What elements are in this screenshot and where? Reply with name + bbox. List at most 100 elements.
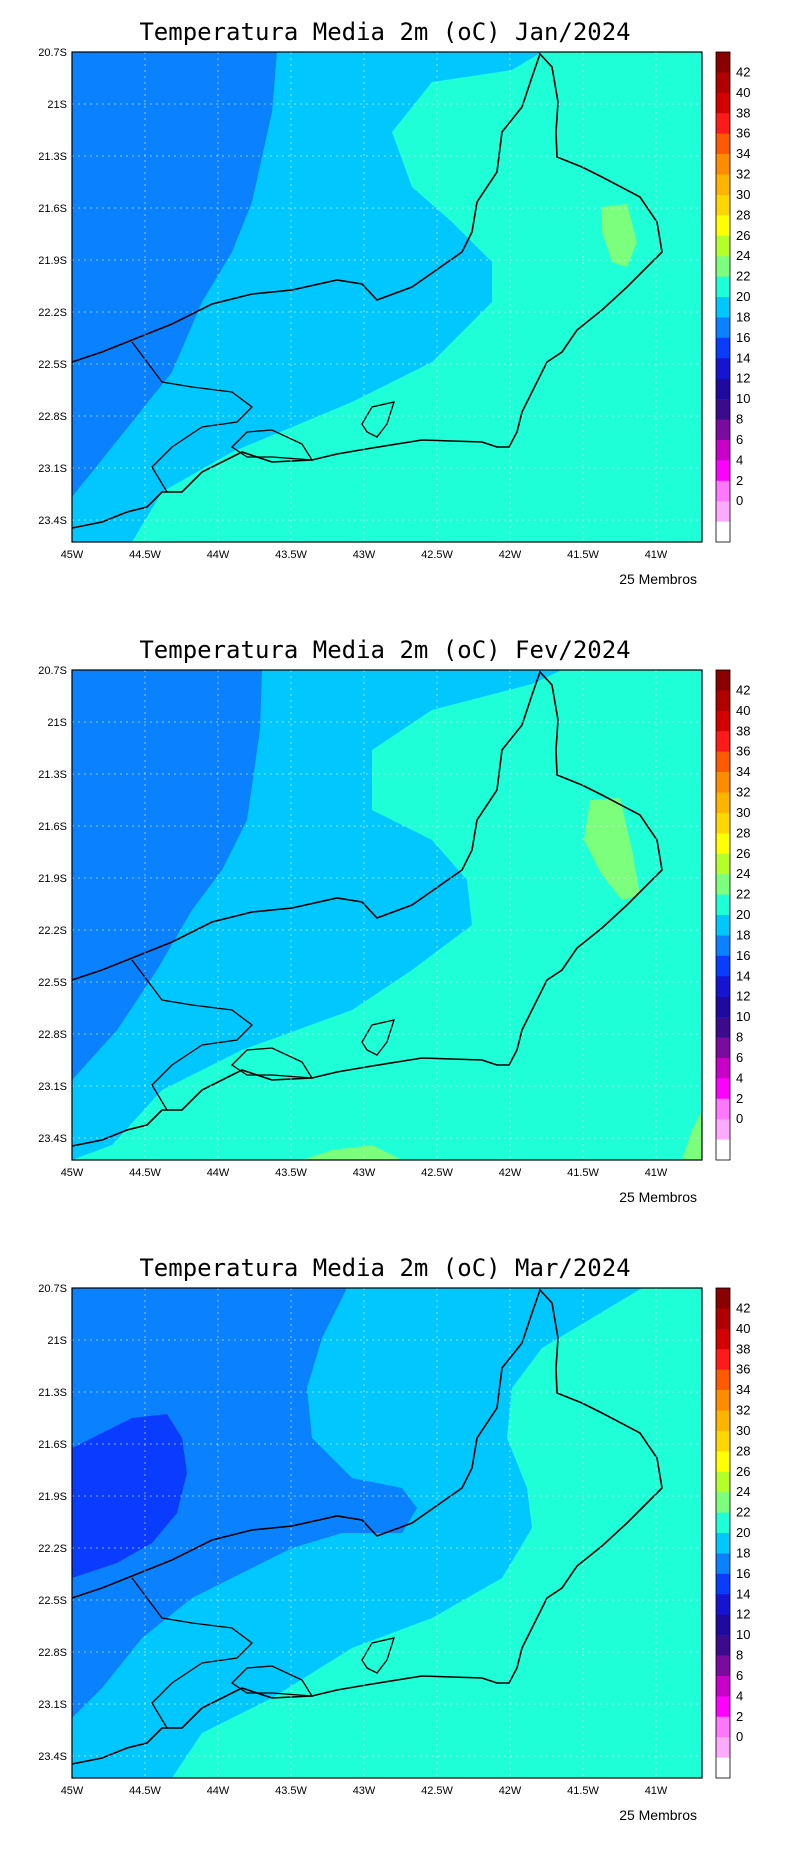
colorbar-swatch (716, 521, 730, 543)
lon-label: 43W (353, 1785, 376, 1797)
colorbar-swatch (716, 1512, 730, 1534)
lat-label: 20.7S (38, 1283, 67, 1295)
colorbar-label: 36 (736, 1362, 750, 1377)
bay-outline (131, 959, 253, 1111)
colorbar-swatch (716, 1533, 730, 1554)
colorbar-label: 18 (736, 927, 750, 942)
contour-26-28 (302, 1145, 402, 1160)
colorbar-swatch (716, 317, 730, 339)
colorbar-label: 10 (736, 1627, 750, 1642)
colorbar-swatch (716, 154, 730, 175)
colorbar-label: 12 (736, 989, 750, 1004)
colorbar-label: 10 (736, 391, 750, 406)
coastline (71, 670, 663, 1147)
lon-labels: 45W 44.5W 44W 43.5W 43W 42.5W 42W 41.5W … (61, 1785, 668, 1797)
lon-label: 44W (207, 549, 230, 561)
colorbar-label: 26 (736, 1464, 750, 1479)
colorbar-label: 6 (736, 1050, 743, 1065)
colorbar-swatch (716, 1492, 730, 1513)
colorbar-swatch (716, 276, 730, 298)
colorbar-swatch (716, 1716, 730, 1738)
colorbar-label: 4 (736, 1070, 743, 1085)
lat-label: 23.1S (38, 463, 67, 475)
colorbar-label: 30 (736, 187, 750, 202)
lat-label: 21S (47, 99, 67, 111)
panel-title: Temperatura Media 2m (oC) Fev/2024 (139, 636, 630, 664)
colorbar-label: 4 (736, 1688, 743, 1703)
lat-label: 21.6S (38, 1439, 67, 1451)
colorbar-swatch (716, 1737, 730, 1758)
lat-label: 23.4S (38, 1133, 67, 1145)
colorbar-swatch (716, 174, 730, 196)
colorbar-swatch (716, 480, 730, 502)
colorbar-swatch (716, 1098, 730, 1120)
colorbar-swatch (716, 1349, 730, 1370)
colorbar-swatch (716, 1139, 730, 1161)
lat-label: 21S (47, 1335, 67, 1347)
colorbar-label: 8 (736, 1648, 743, 1663)
colorbar-swatch (716, 1675, 730, 1697)
lat-label: 23.1S (38, 1081, 67, 1093)
colorbar-label: 24 (736, 1484, 750, 1499)
lon-label: 41.5W (567, 1167, 599, 1179)
colorbar-label: 6 (736, 1668, 743, 1683)
colorbar-swatch (716, 1308, 730, 1330)
colorbar-swatch (716, 1430, 730, 1452)
colorbar-label: 28 (736, 1443, 750, 1458)
lat-label: 21.9S (38, 1491, 67, 1503)
colorbar-label: 40 (736, 85, 750, 100)
colorbar-swatch (716, 1635, 730, 1656)
colorbar-swatch (716, 133, 730, 155)
colorbar-swatch (716, 853, 730, 875)
map-panel-mar: Temperatura Media 2m (oC) Mar/2024 20.7S… (0, 1236, 800, 1854)
map-area: 20.7S 21S 21.3S 21.6S 21.9S 22.2S 22.5S … (38, 1283, 703, 1823)
colorbar-label: 16 (736, 1566, 750, 1581)
lon-label: 44.5W (129, 549, 161, 561)
colorbar-swatch (716, 439, 730, 461)
colorbar-swatch (716, 1696, 730, 1718)
lon-label: 41W (645, 1785, 668, 1797)
guanabara-outline (361, 1019, 395, 1056)
grid (72, 670, 702, 1160)
colorbar-swatch (716, 337, 730, 359)
colorbar-label: 40 (736, 703, 750, 718)
colorbar-swatch (716, 935, 730, 957)
lat-label: 22.5S (38, 977, 67, 989)
colorbar-label: 18 (736, 1545, 750, 1560)
colorbar-swatch (716, 52, 730, 73)
colorbar-swatch (716, 915, 730, 936)
lat-label: 21.9S (38, 255, 67, 267)
lon-label: 42.5W (421, 1785, 453, 1797)
colorbar-label: 28 (736, 825, 750, 840)
lat-labels: 20.7S 21S 21.3S 21.6S 21.9S 22.2S 22.5S … (38, 1283, 67, 1763)
colorbar-swatch (716, 955, 730, 977)
footer-text: 25 Membros (619, 1189, 697, 1205)
map-area: 20.7S 21S 21.3S 21.6S 21.9S 22.2S 22.5S … (38, 665, 703, 1205)
bay-outline (131, 1577, 253, 1729)
colorbar-swatch (716, 710, 730, 732)
colorbar-swatch (716, 1757, 730, 1779)
lon-label: 43W (353, 549, 376, 561)
colorbar-label: 38 (736, 1341, 750, 1356)
lon-label: 42.5W (421, 1167, 453, 1179)
lon-labels: 45W 44.5W 44W 43.5W 43W 42.5W 42W 41.5W … (61, 1167, 668, 1179)
colorbar-label: 14 (736, 968, 750, 983)
colorbar-swatch (716, 1594, 730, 1615)
bay-outline (131, 341, 253, 493)
colorbar-label: 6 (736, 432, 743, 447)
lat-label: 22.2S (38, 1543, 67, 1555)
colorbar-swatch (716, 1471, 730, 1493)
colorbar-label: 2 (736, 1709, 743, 1724)
coastline (71, 1288, 663, 1765)
colorbar-label: 0 (736, 1111, 743, 1126)
colorbar-swatch (716, 378, 730, 400)
colorbar-label: 32 (736, 1403, 750, 1418)
lon-label: 43W (353, 1167, 376, 1179)
colorbar-swatch (716, 833, 730, 855)
map-frame (71, 1287, 703, 1779)
lon-label: 41W (645, 1167, 668, 1179)
colorbar-swatch (716, 501, 730, 522)
lon-label: 41.5W (567, 549, 599, 561)
